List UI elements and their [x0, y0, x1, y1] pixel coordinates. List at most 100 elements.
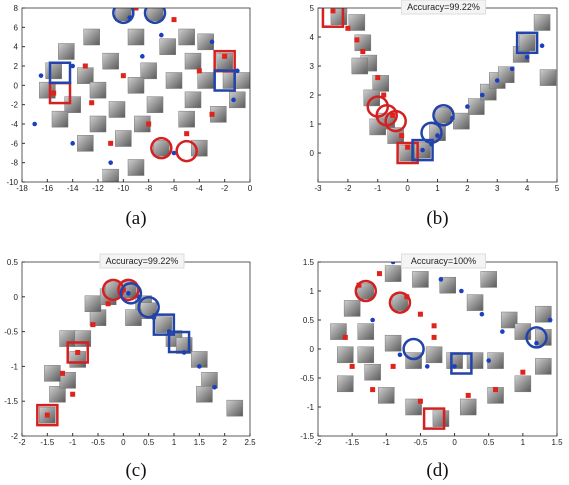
red-point [405, 145, 410, 150]
face-thumbnail [430, 125, 446, 141]
red-point [370, 387, 375, 392]
face-thumbnail [179, 111, 195, 127]
face-thumbnail [412, 271, 428, 287]
y-tick-label: -1.5 [4, 397, 18, 406]
face-thumbnail [355, 35, 371, 51]
blue-point [140, 54, 145, 59]
face-thumbnail [385, 335, 401, 351]
face-thumbnail [103, 169, 119, 185]
red-point [172, 17, 177, 22]
blue-point [398, 353, 403, 358]
y-tick-label: 0 [310, 345, 315, 354]
red-point [75, 350, 80, 355]
panel: -3-2-1012345012345Accuracy=99.22%(b) [310, 0, 560, 229]
red-point [432, 323, 437, 328]
x-tick-label: -0.5 [91, 438, 105, 447]
y-tick-label: 0.5 [7, 258, 19, 267]
red-point [197, 68, 202, 73]
face-thumbnail [115, 131, 131, 147]
face-thumbnail [352, 58, 368, 74]
x-tick-label: 0 [121, 438, 126, 447]
x-tick-label: -2 [314, 438, 322, 447]
x-tick-label: -1.5 [40, 438, 54, 447]
annotation: Accuracy=99.22% [407, 2, 480, 12]
caption: (a) [125, 208, 146, 229]
caption: (c) [125, 460, 146, 481]
face-thumbnail [147, 97, 163, 113]
y-tick-label: -8 [11, 159, 19, 168]
face-thumbnail [433, 411, 449, 427]
y-tick-label: 0.5 [303, 316, 315, 325]
red-point [375, 75, 380, 80]
x-tick-label: 5 [555, 184, 560, 193]
red-point [121, 73, 126, 78]
face-thumbnail [426, 347, 442, 363]
face-thumbnail [141, 63, 157, 79]
x-tick-label: -14 [67, 184, 79, 193]
caption: (d) [426, 460, 448, 481]
blue-point [126, 291, 131, 296]
face-thumbnail [196, 386, 212, 402]
face-thumbnail [406, 353, 422, 369]
plot-area [323, 7, 556, 163]
face-thumbnail [515, 376, 531, 392]
x-tick-label: 0 [248, 184, 253, 193]
y-tick-label: 1.5 [303, 258, 315, 267]
y-tick-label: -1.5 [300, 432, 314, 441]
blue-point [32, 122, 37, 127]
red-point [222, 54, 227, 59]
face-thumbnail [77, 135, 93, 151]
y-tick-label: 4 [310, 33, 315, 42]
x-tick-label: 2 [222, 438, 227, 447]
face-thumbnail [468, 99, 484, 115]
face-thumbnail [179, 29, 195, 45]
blue-point [159, 33, 164, 38]
face-thumbnail [349, 15, 365, 31]
face-thumbnail [534, 15, 550, 31]
x-tick-label: 1 [435, 184, 440, 193]
face-thumbnail [128, 77, 144, 93]
y-tick-label: 1 [310, 120, 315, 129]
face-thumbnail [39, 82, 55, 98]
blue-point [465, 104, 470, 109]
x-tick-label: -8 [145, 184, 153, 193]
x-tick-label: -0.5 [414, 438, 428, 447]
x-tick-label: -2 [344, 184, 352, 193]
y-tick-label: -0.5 [300, 374, 314, 383]
blue-point [534, 341, 539, 346]
red-point [466, 393, 471, 398]
x-tick-label: 0.5 [483, 438, 495, 447]
x-tick-label: -10 [118, 184, 130, 193]
blue-point [495, 78, 500, 83]
blue-point [425, 364, 430, 369]
y-tick-label: -2 [11, 432, 19, 441]
plot-area [32, 3, 251, 185]
face-thumbnail [337, 347, 353, 363]
plot-area [330, 260, 552, 429]
blue-point [525, 55, 530, 60]
y-tick-label: 0 [310, 149, 315, 158]
y-tick-label: -10 [6, 178, 18, 187]
face-thumbnail [109, 102, 125, 118]
blue-point [548, 318, 553, 323]
face-thumbnail [337, 376, 353, 392]
red-point [432, 335, 437, 340]
x-tick-label: 0.5 [143, 438, 155, 447]
blue-point [540, 43, 545, 48]
x-tick-label: 1 [521, 438, 526, 447]
plot-area [37, 280, 242, 425]
face-thumbnail [65, 97, 81, 113]
face-thumbnail [519, 35, 535, 51]
annotation: Accuracy=100% [411, 256, 476, 266]
x-tick-label: -1 [69, 438, 77, 447]
red-point [51, 91, 56, 96]
red-point [350, 364, 355, 369]
x-tick-label: 2 [465, 184, 470, 193]
red-point [330, 8, 335, 13]
y-tick-label: 6 [14, 23, 19, 32]
y-tick-label: -1 [11, 362, 19, 371]
red-point [108, 141, 113, 146]
blue-point [480, 93, 485, 98]
x-tick-label: 0 [452, 438, 457, 447]
face-thumbnail [52, 111, 68, 127]
